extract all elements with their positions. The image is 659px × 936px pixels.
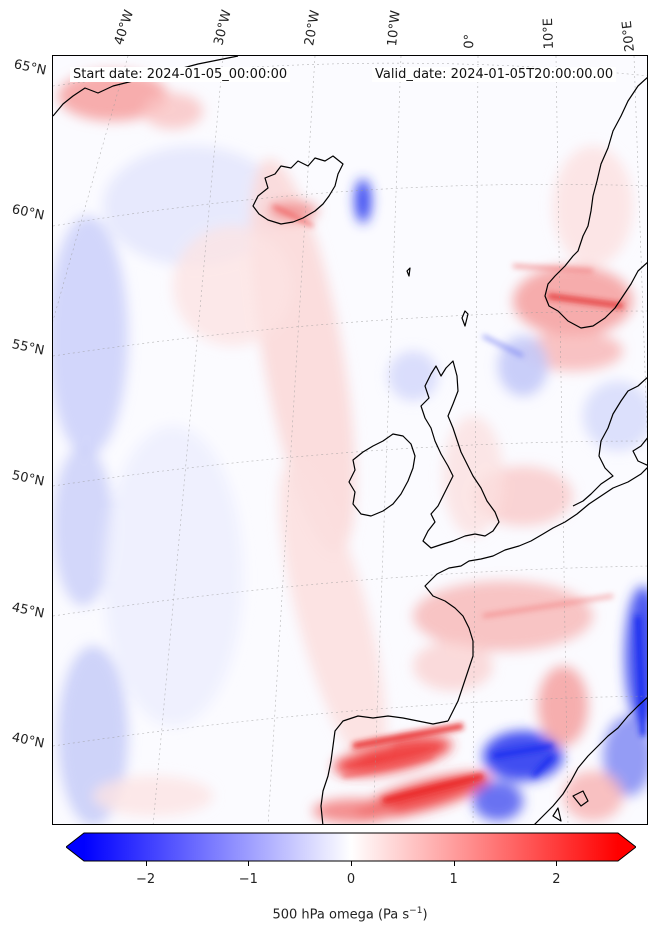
colorbar-tick-mark <box>145 861 147 866</box>
iberia-coast <box>320 715 449 824</box>
colorbar-tick-mark <box>453 861 455 866</box>
ireland-coast <box>348 433 416 517</box>
map-panel <box>52 55 648 825</box>
omega-streaks <box>272 204 646 804</box>
great-britain-coast <box>420 360 500 549</box>
colorbar-title-text: 500 hPa omega (Pa s <box>272 907 410 923</box>
lon-label-0: 0° <box>462 33 478 49</box>
colorbar-title-suffix: ) <box>422 907 428 923</box>
start-date-label: Start date: 2024-01-05_00:00:00 <box>70 67 291 82</box>
norway-coast <box>544 77 647 329</box>
lat-label-40n: 40°N <box>10 730 46 752</box>
lat-label-45n: 45°N <box>10 600 46 622</box>
lon-label-40w: 40°W <box>111 8 138 47</box>
colorbar-tick-mark <box>351 861 352 866</box>
colorbar-tick-label: 2 <box>552 872 561 887</box>
lon-label-10e: 10°E <box>540 17 557 50</box>
omega-field <box>53 71 647 824</box>
colorbar <box>65 832 637 862</box>
lat-label-50n: 50°N <box>10 468 46 490</box>
colorbar-svg <box>65 832 637 862</box>
colorbar-tick-label: −2 <box>136 872 156 887</box>
colorbar-title-exponent: −1 <box>409 906 423 916</box>
colorbar-title: 500 hPa omega (Pa s−1) <box>0 906 659 922</box>
colorbar-tick-label: 1 <box>449 872 458 887</box>
colorbar-gradient <box>84 833 618 861</box>
iceland-coast <box>252 155 344 225</box>
france-coast <box>424 467 647 722</box>
graticule <box>53 56 647 824</box>
colorbar-tick-label: −1 <box>238 872 258 887</box>
lon-label-30w: 30°W <box>211 8 235 47</box>
lat-label-55n: 55°N <box>10 337 46 359</box>
coastlines <box>53 56 647 824</box>
omega-field-map <box>53 56 647 824</box>
colorbar-tick-mark <box>556 861 558 866</box>
lon-label-10w: 10°W <box>385 9 404 48</box>
colorbar-min-extension <box>66 833 84 861</box>
lat-label-60n: 60°N <box>10 202 46 224</box>
colorbar-max-extension <box>618 833 636 861</box>
valid-date-label: Valid_date: 2024-01-05T20:00:00.00 <box>372 67 617 82</box>
colorbar-tick-label: 0 <box>346 872 356 887</box>
lon-label-20w: 20°W <box>302 9 324 48</box>
lon-label-20e: 20°E <box>619 19 638 53</box>
lat-label-65n: 65°N <box>12 57 48 79</box>
colorbar-tick-mark <box>248 861 250 866</box>
